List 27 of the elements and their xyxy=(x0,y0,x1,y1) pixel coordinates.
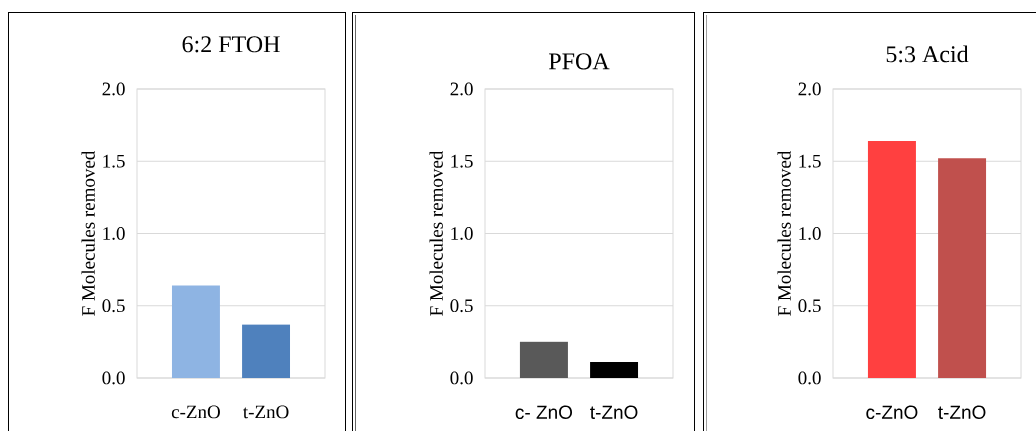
x-tick-label: t-ZnO xyxy=(938,405,986,419)
y-tick-label: 1.5 xyxy=(799,154,821,168)
x-tick-label: t-ZnO xyxy=(590,405,638,419)
y-tick-label: 2.0 xyxy=(102,82,125,96)
y-tick-label: 0.0 xyxy=(102,371,125,385)
y-tick-label: 0.0 xyxy=(450,371,473,385)
chart-title: 6:2 FTOH xyxy=(182,36,280,53)
y-tick-label: 0.5 xyxy=(102,299,125,313)
y-tick-label: 1.5 xyxy=(451,154,473,168)
y-tick-label: 2.0 xyxy=(450,82,473,96)
y-tick-label: 1.0 xyxy=(103,227,125,240)
y-axis-title: F Molecules removed xyxy=(429,150,443,316)
x-tick-label: c-ZnO xyxy=(866,405,918,419)
y-axis-title: F Molecules removed xyxy=(777,150,791,316)
x-tick-label: c- ZnO xyxy=(515,405,573,419)
x-tick-label: c-ZnO xyxy=(171,405,220,419)
chart-title: PFOA xyxy=(549,53,610,70)
y-tick-label: 1.0 xyxy=(451,227,473,240)
y-tick-label: 1.5 xyxy=(103,154,125,168)
y-tick-label: 1.0 xyxy=(799,227,821,240)
chart-title: 5:3 Acid xyxy=(886,45,969,63)
y-tick-label: 0.5 xyxy=(798,299,821,313)
y-tick-label: 0.0 xyxy=(798,371,821,385)
x-tick-label: t-ZnO xyxy=(243,405,289,419)
y-axis-title: F Molecules removed xyxy=(81,150,95,316)
y-tick-label: 2.0 xyxy=(798,82,821,96)
y-tick-label: 0.5 xyxy=(450,299,473,313)
